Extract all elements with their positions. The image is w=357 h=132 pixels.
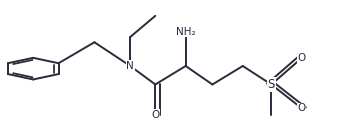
Text: O: O — [297, 53, 306, 63]
Text: NH₂: NH₂ — [176, 27, 195, 37]
Text: O: O — [297, 103, 306, 113]
Text: O: O — [151, 110, 160, 120]
Text: S: S — [268, 78, 275, 91]
Text: N: N — [126, 61, 134, 71]
